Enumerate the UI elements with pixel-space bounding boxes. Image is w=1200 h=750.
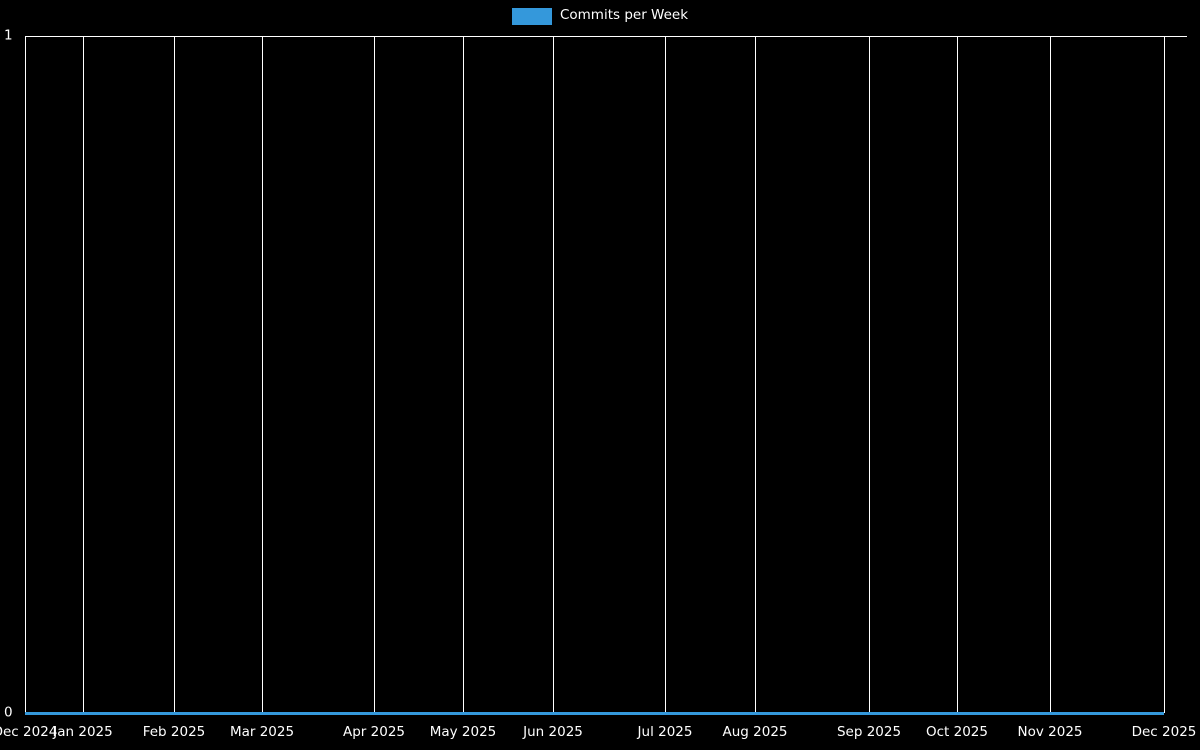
x-axis-tick-label: Jun 2025: [523, 724, 583, 740]
axis-line-left: [25, 36, 26, 713]
series-segment: [1050, 711, 1164, 715]
gridline: [869, 36, 870, 713]
series-segment: [83, 711, 174, 715]
gridline: [755, 36, 756, 713]
x-axis-tick-label: Aug 2025: [722, 724, 788, 740]
x-axis-tick-label: Jul 2025: [637, 724, 693, 740]
series-segment: [374, 711, 463, 715]
gridline: [553, 36, 554, 713]
gridline: [665, 36, 666, 713]
series-segment: [262, 711, 374, 715]
plot-area: [25, 36, 1187, 715]
series-segment: [957, 711, 1050, 715]
series-segment: [25, 711, 83, 715]
series-segment: [463, 711, 553, 715]
series-segment: [755, 711, 869, 715]
x-axis-tick-label: Dec 2024: [0, 724, 58, 740]
x-axis-tick-label: Apr 2025: [342, 724, 406, 740]
gridline: [1050, 36, 1051, 713]
axis-line-top: [25, 36, 1187, 37]
legend-label-commits: Commits per Week: [559, 7, 689, 24]
gridline: [174, 36, 175, 713]
legend-swatch-commits-icon: [511, 7, 552, 25]
x-axis-tick-label: Mar 2025: [229, 724, 295, 740]
gridline: [83, 36, 84, 713]
series-segment: [174, 711, 262, 715]
x-axis-tick-label: Sep 2025: [836, 724, 902, 740]
x-axis-tick-label: Nov 2025: [1017, 724, 1083, 740]
chart-legend: Commits per Week: [0, 4, 1200, 28]
gridline: [374, 36, 375, 713]
x-axis-tick-label: May 2025: [429, 724, 497, 740]
legend-entry-commits[interactable]: Commits per Week: [511, 7, 689, 25]
series-segment: [665, 711, 755, 715]
y-axis-tick-label-1: 1: [4, 27, 13, 44]
gridline: [1164, 36, 1165, 713]
x-axis-tick-label: Dec 2025: [1131, 724, 1197, 740]
x-axis-tick-label: Jan 2025: [53, 724, 113, 740]
series-segment: [553, 711, 665, 715]
gridline: [262, 36, 263, 713]
x-axis-tick-label: Feb 2025: [142, 724, 206, 740]
x-axis-tick-label: Oct 2025: [926, 724, 988, 740]
series-segment: [869, 711, 957, 715]
series-layer: [25, 36, 1187, 715]
gridline: [957, 36, 958, 713]
gridline: [463, 36, 464, 713]
y-axis-tick-label-0: 0: [4, 704, 13, 721]
